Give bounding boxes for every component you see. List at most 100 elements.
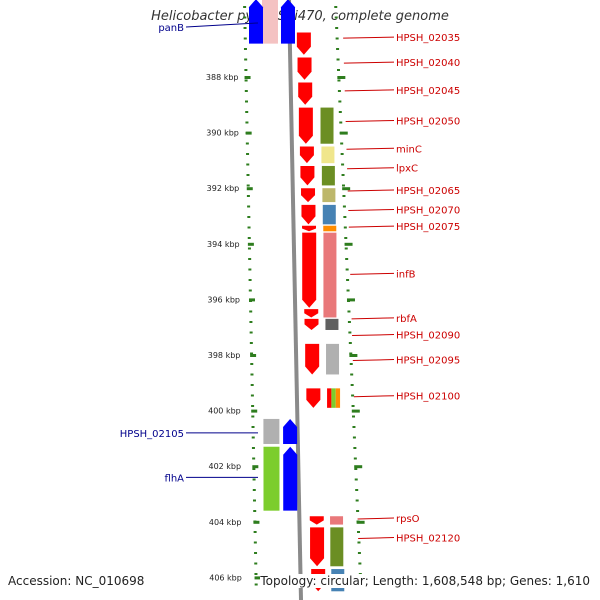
leader-line-right: [358, 536, 395, 539]
guide-dot-left: [246, 195, 250, 197]
guide-dot-right: [336, 48, 340, 50]
leader-line-right: [345, 119, 395, 122]
cog-bar-right: [330, 516, 344, 525]
gene-reverse: [304, 318, 319, 330]
cog-bar-right: [321, 146, 335, 164]
guide-dot-left: [243, 48, 247, 50]
ruler-tick-label: 406 kbp: [209, 573, 242, 582]
guide-dot-right: [353, 457, 357, 460]
ruler-tick: [252, 465, 259, 469]
ruler-tick: [253, 520, 260, 524]
guide-dot-right: [346, 289, 350, 292]
ruler-tick-label: 404 kbp: [209, 518, 242, 527]
ruler-tick-label: 394 kbp: [207, 240, 240, 249]
label-layer: panB HPSH_02105 flhA HPSH_02035 HPSH_02040 HP…: [120, 22, 460, 544]
chromosome-backbone: [287, 0, 303, 600]
guide-dot-right: [358, 562, 362, 565]
guide-dot-right: [349, 363, 353, 365]
guide-dot-right: [334, 16, 338, 19]
guide-dot-left: [244, 90, 248, 92]
cog-bar-right: [335, 388, 341, 408]
gene-label-right: HPSH_02070: [396, 205, 460, 216]
ruler-tick: [244, 76, 251, 79]
guide-dot-right: [354, 468, 358, 470]
ruler-tick-label: 396 kbp: [207, 295, 240, 304]
guide-dot-left: [252, 478, 256, 481]
leader-line-right: [343, 61, 395, 64]
guide-dot-left: [243, 6, 247, 8]
guide-dot-left: [252, 489, 256, 491]
ruler-tick: [351, 409, 360, 413]
cog-bar-right: [320, 107, 334, 144]
guide-dot-left: [248, 279, 252, 281]
guide-dot-left: [252, 468, 256, 470]
cog-bar-right: [326, 343, 340, 375]
ruler-tick: [246, 187, 253, 191]
gene-label-left: HPSH_02105: [120, 429, 184, 440]
leader-line-right: [357, 517, 395, 520]
guide-dot-right: [345, 268, 349, 271]
cog-bar-right: [330, 527, 344, 567]
gene-reverse: [306, 388, 321, 408]
ruler-layer: 388 kbp 390 kbp 392 kbp 394 kbp 396 kbp 398 k…: [206, 6, 368, 586]
guide-dot-right: [346, 279, 350, 281]
gene-reverse: [298, 82, 313, 105]
guide-dot-right: [341, 184, 345, 187]
ruler-tick-label: 392 kbp: [207, 184, 240, 193]
guide-dot-left: [247, 216, 251, 218]
ruler-tick-label: 390 kbp: [206, 129, 239, 138]
gene-label-right: infB: [396, 269, 416, 280]
guide-dot-left: [246, 174, 250, 176]
ruler-tick: [342, 187, 351, 191]
backbone-layer: [287, 0, 303, 600]
guide-dot-right: [339, 121, 343, 124]
guide-dot-right: [355, 489, 359, 491]
gene-label-left: flhA: [165, 473, 185, 484]
guide-dot-right: [344, 237, 348, 239]
gene-label-right: HPSH_02095: [396, 356, 460, 367]
ruler-tick-label: 388 kbp: [206, 73, 239, 82]
leader-line-left: [185, 22, 259, 28]
leader-line-right: [343, 36, 395, 39]
guide-dot-left: [245, 142, 249, 145]
cog-bar-left: [263, 446, 280, 511]
guide-dot-left: [246, 153, 250, 155]
guide-dot-left: [253, 531, 257, 533]
guide-dot-right: [336, 69, 340, 71]
guide-dot-left: [254, 552, 258, 554]
gene-label-right: HPSH_02045: [396, 86, 460, 97]
ruler-tick: [354, 465, 363, 469]
ruler-tick: [339, 131, 348, 135]
genome-title: Helicobacter pylori Shi470, complete gen…: [151, 9, 449, 24]
leader-line-right: [346, 147, 395, 150]
gene-label-left: panB: [158, 23, 184, 34]
guide-dot-left: [250, 384, 254, 386]
leader-line-right: [344, 89, 395, 92]
guide-dot-right: [347, 321, 351, 323]
gene-layer: [248, 0, 326, 592]
accession-text: Accession: NC_010698: [8, 574, 145, 588]
guide-dot-left: [254, 583, 258, 586]
leader-line-right: [352, 334, 395, 337]
cog-bar-right: [323, 232, 337, 318]
guide-dot-left: [253, 541, 257, 544]
gene-label-right: HPSH_02120: [396, 533, 460, 544]
cog-bar-left: [263, 418, 280, 444]
guide-dot-right: [352, 426, 356, 428]
guide-dot-right: [352, 415, 356, 418]
gene-reverse: [309, 516, 324, 525]
guide-dot-right: [343, 216, 347, 218]
guide-dot-left: [252, 499, 256, 502]
gene-reverse: [302, 225, 317, 232]
guide-dot-right: [351, 405, 355, 407]
guide-dot-right: [344, 247, 348, 250]
guide-dot-left: [245, 111, 249, 113]
gene-label-right: rbfA: [396, 314, 417, 325]
guide-dot-left: [245, 121, 249, 124]
guide-dot-left: [247, 205, 251, 208]
guide-dot-left: [248, 289, 252, 292]
ruler-tick: [245, 131, 252, 135]
ruler-tick: [344, 242, 353, 246]
guide-dot-right: [335, 37, 339, 40]
leader-line-right: [353, 395, 395, 398]
